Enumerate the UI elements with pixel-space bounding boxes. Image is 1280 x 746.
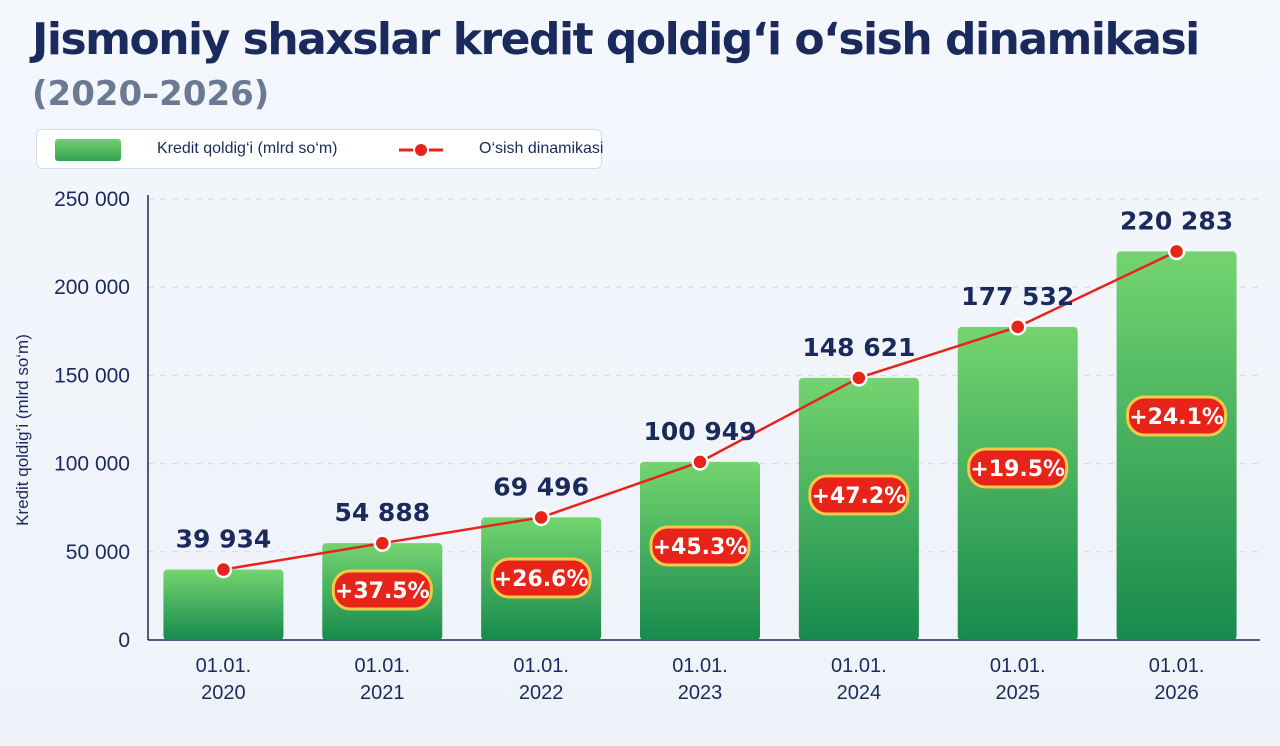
bar (1116, 251, 1237, 641)
data-label: 54 888 (334, 498, 430, 527)
data-labels: 39 934 54 888 69 496 100 949 148 621 177 532 2… (176, 206, 1233, 611)
y-tick-label: 0 (118, 629, 130, 652)
x-tick-label: 2023 (678, 682, 723, 704)
growth-badge-label: +24.1% (1129, 405, 1224, 430)
bar (163, 569, 284, 640)
x-tick-label: 2026 (1154, 682, 1199, 704)
data-label: 177 532 (961, 282, 1074, 311)
y-tick-label: 250 000 (54, 188, 130, 211)
growth-badge-label: +26.6% (494, 567, 589, 592)
growth-badge (808, 474, 910, 516)
growth-line-point (850, 369, 868, 387)
data-label: 100 949 (643, 417, 756, 446)
growth-line-point (691, 453, 709, 471)
growth-badge (490, 557, 592, 599)
x-tick-label: 01.01. (1149, 655, 1205, 677)
x-tick-label: 2022 (519, 682, 564, 704)
x-tick-label: 01.01. (672, 655, 728, 677)
growth-badge-label: +37.5% (335, 579, 430, 604)
chart-legend: Kredit qoldig‘i (mlrd so‘m) O‘sish dinam… (36, 129, 604, 169)
growth-badge-label: +45.3% (653, 535, 748, 560)
growth-line-point (214, 560, 233, 579)
chart-title: Jismoniy shaxslar kredit qoldig‘i o‘sish… (32, 14, 1200, 65)
growth-line (214, 242, 1186, 579)
growth-badge (967, 447, 1069, 489)
x-tick-label: 01.01. (196, 655, 252, 677)
data-label: 69 496 (493, 472, 589, 501)
x-tick-label: 01.01. (354, 655, 410, 677)
growth-badge-label: +19.5% (970, 457, 1065, 482)
x-tick-label: 2024 (837, 682, 882, 704)
y-tick-label: 150 000 (54, 364, 130, 387)
legend-bar-swatch (55, 139, 121, 161)
y-tick-label: 100 000 (54, 453, 130, 476)
y-tick-label: 50 000 (66, 541, 130, 564)
data-label: 39 934 (176, 525, 272, 554)
x-tick-label: 01.01. (831, 655, 887, 677)
growth-line-point (532, 508, 550, 527)
bars (163, 251, 1237, 641)
growth-line-point (373, 534, 392, 552)
x-tick-label: 2025 (995, 682, 1040, 704)
growth-line-point (1008, 318, 1027, 336)
growth-badge-label: +47.2% (811, 484, 906, 509)
data-label: 220 283 (1120, 206, 1233, 235)
legend-bar-label: Kredit qoldig‘i (mlrd so‘m) (157, 140, 338, 157)
data-label: 148 621 (802, 333, 915, 362)
x-tick-label: 2020 (201, 682, 246, 704)
axes: 0 50 000 100 000 150 000 200 000 250 000 Kredi… (13, 188, 1260, 704)
growth-badge (1126, 395, 1228, 437)
legend-line-label: O‘sish dinamikasi (479, 140, 604, 157)
y-tick-label: 200 000 (54, 276, 130, 299)
x-tick-label: 01.01. (990, 655, 1046, 677)
x-tick-label: 01.01. (513, 655, 569, 677)
x-tick-label: 2021 (360, 682, 405, 704)
legend-line-swatch (399, 142, 443, 158)
growth-line-point (1167, 242, 1186, 261)
growth-badge (331, 569, 433, 611)
growth-badge (649, 525, 751, 567)
y-axis-label: Kredit qoldig‘i (mlrd so‘m) (13, 334, 32, 526)
chart-subtitle: (2020–2026) (32, 74, 270, 114)
